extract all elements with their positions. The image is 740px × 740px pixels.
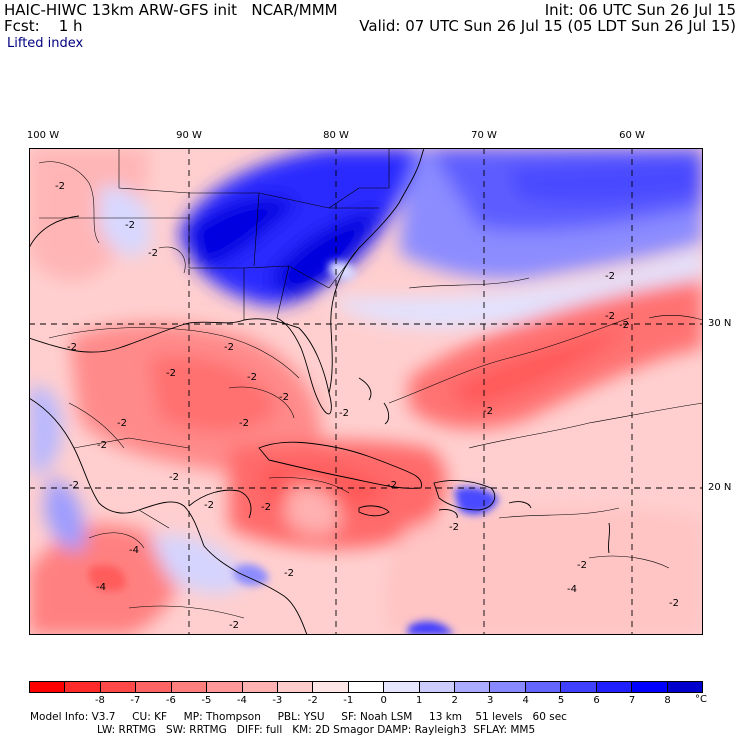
colorbar-swatch (100, 682, 137, 692)
contour-label: -2 (148, 248, 158, 259)
colorbar-swatch (490, 682, 526, 692)
contour-label: -4 (96, 582, 106, 593)
colorbar-swatch (525, 682, 562, 692)
colorbar-swatch (313, 682, 349, 692)
colorbar-swatch (171, 682, 208, 692)
colorbar-swatch (561, 682, 597, 692)
contour-label: -2 (605, 271, 615, 282)
colorbar-tick-label: -6 (165, 695, 176, 706)
colorbar-tick-label: 7 (628, 695, 636, 706)
colorbar-tick-label: 2 (451, 695, 458, 706)
contour-label: -2 (239, 418, 249, 429)
colorbar-swatch (596, 682, 633, 692)
contour-label: -2 (483, 406, 493, 417)
lat-label-30n: 30 N (708, 318, 732, 329)
colorbar-tick-label: -7 (130, 695, 141, 706)
colorbar-unit: °C (695, 694, 707, 705)
colorbar-swatch (277, 682, 314, 692)
lifted-index-cells (89, 261, 499, 635)
colorbar-tick-label: -1 (343, 695, 354, 706)
lifted-index-map: -2 -2 -2 -2 -2 -2 -2 -2 -2 -2 -2 -2 -2 -… (29, 148, 703, 635)
colorbar (29, 681, 703, 693)
contour-label: -2 (67, 342, 77, 353)
contour-label: -2 (55, 181, 65, 192)
colorbar-swatch (419, 682, 456, 692)
colorbar-swatch (30, 682, 66, 692)
contour-label: -2 (284, 568, 294, 579)
colorbar-swatch (348, 682, 385, 692)
model-info-line-2: LW: RRTMG SW: RRTMG DIFF: full KM: 2D Sm… (97, 724, 536, 736)
contour-label: -4 (129, 545, 139, 556)
contour-label: -2 (169, 472, 179, 483)
colorbar-swatch (455, 682, 491, 692)
field-name: Lifted index (7, 36, 84, 51)
contour-label: -2 (247, 372, 257, 383)
contour-label: -2 (117, 418, 127, 429)
colorbar-tick-label: -5 (201, 695, 212, 706)
colorbar-tick-label: 3 (486, 695, 494, 706)
contour-label: -2 (605, 311, 615, 322)
init-time: Init: 06 UTC Sun 26 Jul 15 (544, 1, 736, 19)
colorbar-swatch (667, 682, 703, 692)
colorbar-tick-label: 0 (380, 695, 387, 706)
lifted-index-shading (29, 148, 703, 635)
contour-label: -2 (669, 598, 679, 609)
lon-label-100w: 100 W (26, 130, 60, 141)
model-title: HAIC-HIWC 13km ARW-GFS init NCAR/MMM (4, 1, 338, 19)
colorbar-tick-label: -8 (94, 695, 105, 706)
contour-label: -2 (69, 480, 79, 491)
coastlines (29, 148, 611, 635)
contour-label: -2 (619, 320, 629, 331)
colorbar-tick-label: -3 (272, 695, 283, 706)
contour-label: -2 (125, 220, 135, 231)
colorbar-tick-label: 4 (522, 695, 529, 706)
contour-label: -2 (279, 392, 289, 403)
contour-label: -2 (387, 480, 397, 491)
colorbar-tick-label: 1 (416, 695, 423, 706)
minus-two-contours (38, 161, 703, 619)
lon-label-60w: 60 W (619, 130, 645, 141)
lat-label-20n: 20 N (708, 482, 732, 493)
contour-label: -2 (166, 368, 176, 379)
colorbar-tick-label: 5 (557, 695, 565, 706)
colorbar-swatch (136, 682, 172, 692)
contour-label: -2 (261, 502, 271, 513)
lon-label-80w: 80 W (323, 130, 349, 141)
colorbar-tick-label: 6 (593, 695, 600, 706)
contour-label: -2 (577, 560, 587, 571)
contour-label: -2 (97, 440, 107, 451)
map-frame (29, 148, 703, 635)
forecast-hour: Fcst: 1 h (4, 17, 83, 35)
lat-lon-grid (29, 148, 703, 635)
contour-label: -2 (224, 342, 234, 353)
colorbar-tick-label: -4 (236, 695, 247, 706)
contour-labels: -2 -2 -2 -2 -2 -2 -2 -2 -2 -2 -2 -2 -2 -… (55, 181, 679, 631)
valid-time: Valid: 07 UTC Sun 26 Jul 15 (05 LDT Sun … (359, 17, 736, 35)
contour-label: -2 (449, 522, 459, 533)
colorbar-swatch (632, 682, 668, 692)
colorbar-tick-label: 8 (664, 695, 671, 706)
lon-label-90w: 90 W (176, 130, 202, 141)
contour-label: -2 (339, 408, 349, 419)
contour-label: -2 (229, 620, 239, 631)
colorbar-swatch (65, 682, 101, 692)
contour-label: -4 (567, 584, 577, 595)
colorbar-swatch (384, 682, 420, 692)
colorbar-tick-label: -2 (307, 695, 318, 706)
contour-label: -2 (204, 500, 214, 511)
colorbar-swatch (207, 682, 243, 692)
colorbar-swatch (242, 682, 278, 692)
model-info-line-1: Model Info: V3.7 CU: KF MP: Thompson PBL… (30, 711, 567, 723)
lon-label-70w: 70 W (471, 130, 497, 141)
